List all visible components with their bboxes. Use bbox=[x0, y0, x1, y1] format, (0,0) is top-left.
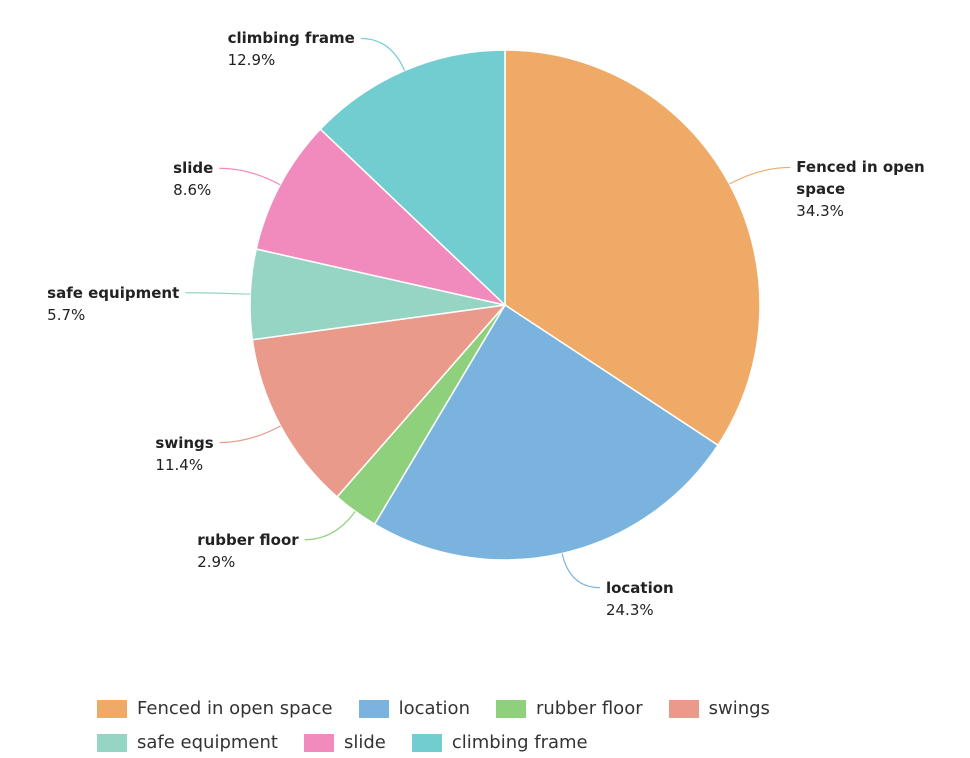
label-name: slide bbox=[173, 159, 214, 178]
legend-swatch bbox=[411, 733, 442, 752]
legend-swatch bbox=[668, 699, 699, 718]
legend-item: Fenced in open space bbox=[97, 698, 333, 719]
legend-label: rubber floor bbox=[535, 698, 643, 719]
legend-item: slide bbox=[303, 732, 386, 753]
label-name: location bbox=[605, 578, 674, 597]
legend-swatch bbox=[97, 699, 127, 718]
data-label: Fenced in open space 34.3% bbox=[796, 156, 962, 222]
legend-label: slide bbox=[343, 732, 386, 753]
legend-item: safe equipment bbox=[97, 732, 278, 753]
legend-label: swings bbox=[708, 698, 770, 719]
data-label: swings 11.4% bbox=[155, 432, 213, 476]
data-label: rubber floor 2.9% bbox=[197, 529, 298, 573]
legend-swatch bbox=[495, 699, 526, 718]
leader-line bbox=[219, 425, 281, 444]
leader-line bbox=[561, 553, 600, 589]
pie-slice bbox=[373, 303, 720, 561]
label-value: 11.4% bbox=[155, 455, 204, 474]
pie-slice bbox=[255, 128, 508, 307]
label-name: Fenced in open space bbox=[796, 158, 925, 199]
legend-label: location bbox=[398, 698, 470, 719]
legend: safe equipment slide climbing frame bbox=[97, 732, 588, 753]
legend-item: location bbox=[358, 698, 470, 719]
data-label: slide 8.6% bbox=[173, 157, 213, 201]
data-label: location 24.3% bbox=[606, 577, 674, 621]
label-value: 34.3% bbox=[796, 202, 844, 221]
data-label: safe equipment 5.7% bbox=[47, 282, 179, 326]
legend-item: rubber floor bbox=[495, 698, 643, 719]
leader-line bbox=[304, 511, 356, 541]
legend: Fenced in open space location rubber floor… bbox=[97, 698, 770, 719]
legend-item: swings bbox=[668, 698, 770, 719]
legend-label: climbing frame bbox=[451, 732, 588, 753]
label-value: 24.3% bbox=[605, 600, 654, 619]
label-name: climbing frame bbox=[227, 29, 355, 48]
label-name: rubber floor bbox=[197, 530, 299, 549]
label-name: safe equipment bbox=[47, 283, 180, 302]
data-label: climbing frame 12.9% bbox=[228, 27, 355, 71]
legend-swatch bbox=[97, 733, 127, 752]
label-value: 8.6% bbox=[173, 181, 212, 200]
legend-swatch bbox=[358, 699, 389, 718]
legend-label: safe equipment bbox=[137, 732, 278, 753]
leader-line bbox=[360, 37, 406, 71]
leader-line bbox=[185, 292, 251, 295]
legend-item: climbing frame bbox=[411, 732, 588, 753]
legend-label: Fenced in open space bbox=[137, 698, 333, 719]
label-value: 5.7% bbox=[47, 305, 86, 324]
label-value: 2.9% bbox=[197, 552, 236, 571]
pie-slice bbox=[251, 303, 507, 498]
label-name: swings bbox=[155, 433, 214, 452]
leader-line bbox=[729, 166, 791, 185]
label-value: 12.9% bbox=[227, 51, 276, 70]
legend-swatch bbox=[303, 733, 334, 752]
leader-line bbox=[219, 167, 281, 186]
